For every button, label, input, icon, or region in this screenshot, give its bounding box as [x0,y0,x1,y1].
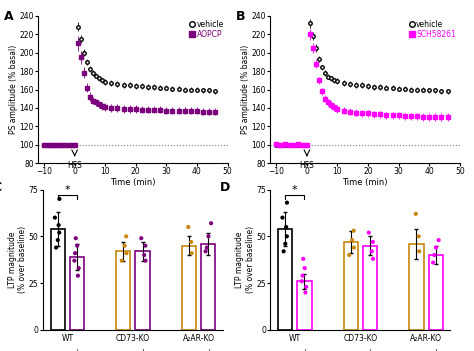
Point [301,290,309,295]
Y-axis label: PS amplitude (% basal): PS amplitude (% basal) [9,45,18,134]
Bar [116,251,130,330]
Point [369,256,377,261]
Point [187,239,195,245]
Point [54,237,62,243]
Text: -: - [415,348,418,351]
Bar [410,244,424,330]
Point [72,236,80,241]
Text: -: - [56,348,59,351]
Point [435,237,442,243]
Point [207,220,215,226]
Point [298,278,306,284]
Point [71,250,79,256]
Point [118,258,126,264]
Text: -: - [188,348,191,351]
Point [283,200,291,205]
Text: C: C [0,181,1,194]
Point [368,249,375,254]
Text: -: - [122,348,125,351]
Y-axis label: LTP magnitude
(% over baseline): LTP magnitude (% over baseline) [8,226,27,293]
Text: +: + [432,348,439,351]
Legend: vehicle, SCH58261: vehicle, SCH58261 [410,20,456,39]
Point [140,252,148,258]
Point [302,284,310,290]
Point [123,250,130,256]
Point [74,273,82,278]
Point [350,245,358,250]
Y-axis label: LTP magnitude
(% over baseline): LTP magnitude (% over baseline) [236,226,255,293]
Point [188,250,195,256]
X-axis label: Time (min): Time (min) [110,178,155,187]
Point [73,243,81,249]
Point [202,249,210,254]
Point [350,228,357,233]
Point [137,236,145,241]
Point [430,252,438,258]
Point [346,252,353,258]
Point [365,230,373,236]
Point [122,233,130,239]
Point [432,245,440,250]
Point [184,224,192,230]
Bar [70,257,84,330]
Text: B: B [236,10,246,23]
Bar [297,281,311,330]
Point [52,245,60,250]
Point [142,243,149,249]
Bar [278,229,292,330]
Point [283,233,291,239]
Text: +: + [205,348,211,351]
Text: +: + [367,348,374,351]
Point [71,258,78,264]
Text: -: - [349,348,352,351]
Point [55,222,63,228]
Y-axis label: PS amplitude (% basal): PS amplitude (% basal) [241,45,250,134]
Point [142,258,149,264]
Bar [182,246,196,330]
Point [429,260,437,265]
Point [121,243,128,249]
Point [299,273,306,278]
Point [369,239,377,245]
Point [300,256,307,261]
Point [283,224,290,230]
Bar [344,242,358,330]
Legend: vehicle, AOPCP: vehicle, AOPCP [191,20,224,39]
Point [282,241,289,247]
Point [203,245,210,250]
Text: *: * [292,185,298,195]
Point [279,215,286,220]
Point [205,233,212,239]
Text: A: A [4,10,13,23]
Bar [51,229,65,330]
Bar [363,246,377,330]
Point [415,249,423,254]
Bar [201,244,215,330]
Point [75,265,82,271]
Text: +: + [301,348,308,351]
X-axis label: Time (min): Time (min) [342,178,388,187]
Text: D: D [220,181,230,194]
Point [301,265,309,271]
Point [415,233,422,239]
Text: *: * [64,185,70,195]
Point [412,211,419,217]
Text: HFS: HFS [67,161,82,170]
Point [55,196,63,202]
Text: HFS: HFS [300,161,314,170]
Text: -: - [284,348,287,351]
Bar [428,255,443,330]
Point [55,230,63,236]
Point [280,249,287,254]
Text: +: + [139,348,146,351]
Text: +: + [73,348,81,351]
Point [348,237,356,243]
Point [51,215,59,220]
Bar [136,251,150,330]
